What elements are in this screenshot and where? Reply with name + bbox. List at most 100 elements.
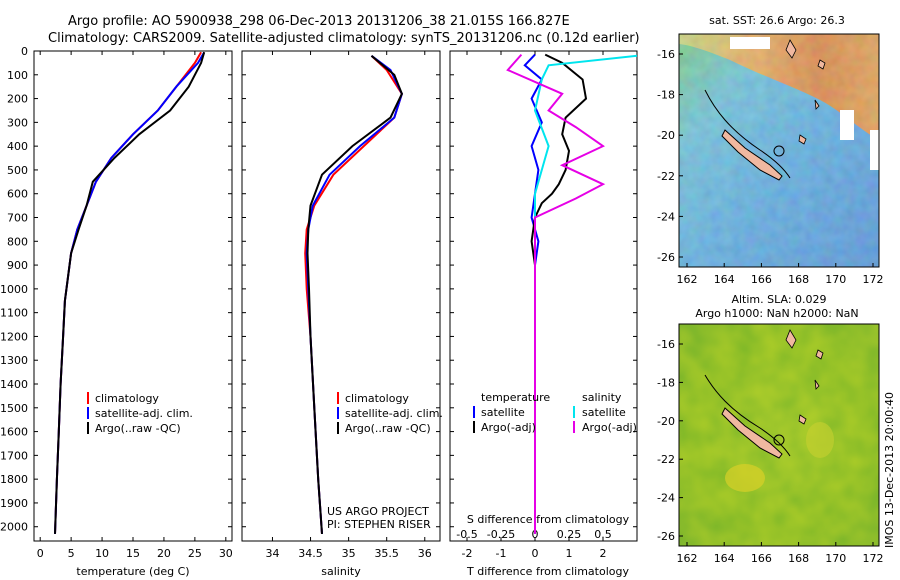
sla-positive-anomaly <box>725 464 765 492</box>
depth-axis: 0 100 200 300 400 500 600 700 800 900 1000 1100 1200… <box>0 45 637 534</box>
difference-series <box>506 53 638 534</box>
series-line-salinity-argo-adj- <box>506 53 606 534</box>
legend-s-satellite: satellite <box>582 406 626 419</box>
lat-tick-label: -20 <box>657 129 675 142</box>
lon-tick-label: 170 <box>825 552 846 565</box>
salinity-axis-label: salinity <box>321 565 361 578</box>
lat-tick-label: -26 <box>657 251 675 264</box>
series-line-climatology <box>304 55 403 534</box>
argo-float-marker <box>773 434 785 446</box>
lon-tick-label: 166 <box>751 552 772 565</box>
chart-title-line2: Climatology: CARS2009. Satellite-adjuste… <box>48 31 640 46</box>
legend-s-argo: Argo(-adj) <box>582 421 637 434</box>
s-diff-tick-label: -0.25 <box>487 528 515 541</box>
sla-map <box>678 323 880 547</box>
depth-tick-label: 100 <box>7 69 28 82</box>
s-diff-tick-label: -0.5 <box>456 528 477 541</box>
x-tick-label: 0 <box>37 547 44 560</box>
legend-group-temperature: temperature <box>481 391 550 404</box>
salinity-panel-frame <box>241 50 441 542</box>
argo-float-marker <box>773 145 785 157</box>
series-line-argo-raw-qc- <box>54 51 206 534</box>
pi-label: PI: STEPHEN RISER <box>327 518 431 531</box>
sla-positive-anomaly <box>806 422 834 458</box>
lat-tick-label: -18 <box>657 89 675 102</box>
lon-tick-label: 168 <box>788 552 809 565</box>
sla-map-title1: Altim. SLA: 0.029 <box>731 293 826 306</box>
project-label: US ARGO PROJECT <box>327 505 429 518</box>
lon-tick-label: 170 <box>825 273 846 286</box>
x-tick-label: 20 <box>157 547 171 560</box>
x-tick-label: 5 <box>68 547 75 560</box>
legend-climatology: climatology <box>95 392 159 405</box>
islands <box>785 329 824 425</box>
lat-tick-label: -16 <box>657 338 675 351</box>
lat-tick-label: -16 <box>657 48 675 61</box>
temperature-series <box>54 51 206 534</box>
sst-map-axes: 162 164 166 168 170 172 -16 -18 -20 -22 -24 -26 <box>657 48 883 286</box>
chart-title-line1: Argo profile: AO 5900938_298 06-Dec-2013… <box>68 14 570 29</box>
legend-satellite: satellite-adj. clim. <box>95 407 193 420</box>
depth-tick-label: 600 <box>7 188 28 201</box>
depth-tick-label: 1000 <box>0 283 28 296</box>
depth-tick-label: 400 <box>7 140 28 153</box>
difference-panel-frame <box>449 50 638 542</box>
x-tick-label: 1 <box>566 547 573 560</box>
lat-tick-label: -20 <box>657 415 675 428</box>
depth-tick-label: 1200 <box>0 330 28 343</box>
sla-map-axes: 162 164 166 168 170 172 -16 -18 -20 -22 -24 -26 <box>657 338 883 565</box>
depth-tick-label: 1900 <box>0 497 28 510</box>
s-diff-tick-label: 0.5 <box>594 528 612 541</box>
sst-missing-data <box>840 110 854 140</box>
footer-timestamp: IMOS 13-Dec-2013 20:00:40 <box>883 392 896 548</box>
x-tick-label: 34.5 <box>298 547 323 560</box>
temperature-legend: climatology satellite-adj. clim. Argo(..… <box>87 392 193 435</box>
depth-tick-label: 200 <box>7 93 28 106</box>
sst-texture <box>679 34 879 267</box>
sla-map-title2: Argo h1000: NaN h2000: NaN <box>695 307 858 320</box>
x-tick-label: -2 <box>462 547 473 560</box>
x-tick-label: -1 <box>496 547 507 560</box>
series-line-climatology <box>54 51 202 534</box>
depth-tick-label: 1800 <box>0 473 28 486</box>
lat-tick-label: -26 <box>657 530 675 543</box>
depth-tick-label: 900 <box>7 259 28 272</box>
depth-tick-label: 1100 <box>0 307 28 320</box>
difference-legend: temperature salinity satellite Argo(-adj… <box>473 391 637 434</box>
reef-outline <box>704 89 791 179</box>
x-tick-label: 25 <box>188 547 202 560</box>
lon-tick-label: 172 <box>863 273 884 286</box>
lat-tick-label: -18 <box>657 376 675 389</box>
x-tick-label: 36 <box>418 547 432 560</box>
lat-tick-label: -24 <box>657 210 675 223</box>
depth-tick-label: 1400 <box>0 378 28 391</box>
series-line-salinity-satellite <box>533 54 638 534</box>
depth-tick-label: 1500 <box>0 402 28 415</box>
difference-x-axis: -2 -1 0 1 2 -0.5 -0.25 0 0.25 0.5 <box>456 51 612 560</box>
depth-tick-label: 0 <box>21 45 28 58</box>
lon-tick-label: 162 <box>677 552 698 565</box>
depth-tick-label: 700 <box>7 212 28 225</box>
x-tick-label: 2 <box>600 547 607 560</box>
depth-tick-label: 1600 <box>0 426 28 439</box>
depth-tick-label: 300 <box>7 116 28 129</box>
legend-argo: Argo(..raw -QC) <box>345 422 431 435</box>
lat-tick-label: -22 <box>657 170 675 183</box>
legend-t-argo: Argo(-adj) <box>481 421 536 434</box>
sla-map-frame <box>678 323 880 547</box>
x-tick-label: 30 <box>219 547 233 560</box>
lon-tick-label: 164 <box>714 552 735 565</box>
legend-group-salinity: salinity <box>582 391 622 404</box>
s-difference-axis-label: S difference from climatology <box>467 513 630 526</box>
legend-argo: Argo(..raw -QC) <box>95 422 181 435</box>
x-tick-label: 10 <box>95 547 109 560</box>
legend-t-satellite: satellite <box>481 406 525 419</box>
salinity-series <box>304 54 403 534</box>
new-caledonia-land <box>721 129 783 181</box>
new-caledonia-land <box>721 407 783 459</box>
legend-climatology: climatology <box>345 392 409 405</box>
x-tick-label: 35 <box>342 547 356 560</box>
sst-missing-data <box>730 37 770 49</box>
series-line-satellite-adj-clim- <box>54 51 206 534</box>
